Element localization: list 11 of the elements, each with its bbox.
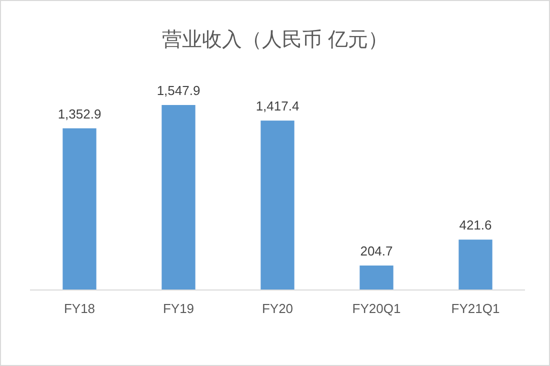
data-label: 204.7 [360, 244, 393, 259]
data-label: 1,352.9 [58, 106, 102, 122]
x-tick-label: FY21Q1 [451, 301, 500, 316]
x-tick-label: FY18 [64, 301, 96, 316]
x-tick-label: FY20Q1 [352, 301, 401, 316]
data-label: 421.6 [459, 218, 492, 233]
x-tick-label: FY19 [162, 301, 194, 316]
data-label: 1,417.4 [256, 98, 300, 114]
data-label: 1,547.9 [156, 83, 200, 98]
title: 营业收入（人民币 亿元） [162, 29, 388, 51]
x-tick-label: FY20 [262, 301, 294, 316]
